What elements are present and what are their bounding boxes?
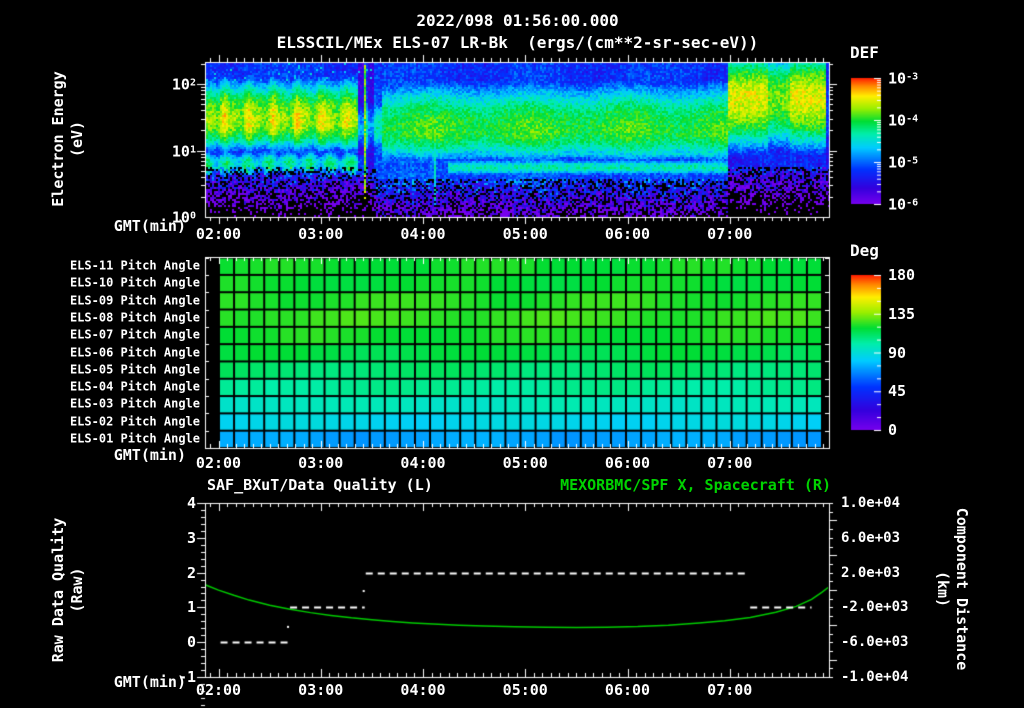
distance-tick-label: -1.0e+04 [841,669,909,685]
distance-tick-label: -6.0e+03 [841,634,909,651]
distance-tick-label: 2.0e+03 [841,564,901,581]
panel3-left-series-title: SAF_BXuT/Data Quality (L) [207,476,433,494]
time-tick-label: 06:00 [604,454,651,472]
els-row-label: ELS-08 Pitch Angle [69,310,200,325]
panel1-y-axis-title-line1: Electron Energy [49,71,67,207]
colorbar2-title: Deg [850,241,879,260]
panel2-gmt-label: GMT(min) [113,446,186,464]
time-tick-label: 04:00 [400,224,446,243]
energy-tick-label: 100 [171,208,196,227]
els-row-label: ELS-01 Pitch Angle [69,431,200,446]
time-tick-label: 05:00 [502,454,548,472]
quality-tick-label: 1 [186,598,196,617]
def-colorbar-tick-label: 10-3 [888,69,919,88]
panel3-right-series-title: MEXORBMC/SPF X, Spacecraft (R) [560,476,831,494]
panel3-left-axis-title: Raw Data Quality (Raw) [49,518,87,663]
panel3-right-axis-title: Component Distance (km) [933,508,971,671]
time-tick-label: 05:00 [502,681,548,699]
panel1-y-axis-title: Electron Energy (eV) [49,71,87,206]
plot-date-title: 2022/098 01:56:00.000 [416,11,619,30]
time-tick-label: 07:00 [707,454,753,472]
els-row-label: ELS-02 Pitch Angle [69,414,200,429]
time-tick-label: 02:00 [195,454,242,472]
def-colorbar-tick-label: 10-4 [888,111,919,130]
panel1-y-axis-title-line2: (eV) [68,120,86,158]
plot-subtitle: ELSSCIL/MEx ELS-07 LR-Bk (ergs/(cm**2-sr… [276,33,759,52]
time-tick-label: 07:00 [707,681,753,699]
energy-tick-label: 101 [171,142,196,160]
time-tick-label: 06:00 [604,681,651,699]
quality-tick-label: 3 [186,528,196,547]
els-row-label: ELS-03 Pitch Angle [69,396,200,411]
distance-tick-label: -2.0e+03 [841,599,909,616]
panel3-gmt-label: GMT(min) [113,673,186,691]
quality-tick-label: 0 [186,633,196,652]
panel3-right-axis-title-line1: Component Distance [953,507,971,671]
quality-tick-label: -1 [177,668,196,686]
quality-tick-label: 4 [186,494,196,512]
time-tick-label: 03:00 [298,224,344,243]
els-row-label: ELS-06 Pitch Angle [69,345,200,359]
els-row-label: ELS-11 Pitch Angle [69,258,200,273]
time-tick-label: 04:00 [400,454,446,472]
deg-colorbar-tick-label: 90 [888,343,907,362]
quality-tick-label: 2 [186,563,196,582]
panel3-left-axis-title-line2: (Raw) [68,567,86,613]
def-colorbar-tick-label: 10-6 [888,195,919,214]
colorbar1-title: DEF [850,43,879,62]
time-tick-label: 02:00 [195,224,242,243]
deg-colorbar-tick-label: 135 [888,304,916,323]
els-row-label: ELS-04 Pitch Angle [69,379,200,394]
els-row-label: ELS-07 Pitch Angle [69,327,200,342]
panel3-right-axis-title-line2: (km) [934,570,952,608]
energy-tick-label: 102 [171,75,196,94]
deg-colorbar-tick-label: 180 [888,266,916,284]
time-tick-label: 03:00 [298,454,344,472]
deg-colorbar-tick-label: 0 [888,421,898,439]
els-row-label: ELS-05 Pitch Angle [69,362,200,377]
time-tick-label: 03:00 [298,681,344,699]
panel3-left-axis-title-line1: Raw Data Quality [49,517,67,663]
deg-colorbar-tick-label: 45 [888,382,907,401]
distance-tick-label: 6.0e+03 [841,529,901,546]
els-row-label: ELS-10 Pitch Angle [69,275,200,290]
els-row-label: ELS-09 Pitch Angle [69,293,200,308]
def-colorbar-tick-label: 10-5 [888,153,919,172]
time-tick-label: 04:00 [400,681,446,699]
time-tick-label: 06:00 [604,224,651,243]
time-tick-label: 07:00 [707,224,753,243]
time-tick-label: 02:00 [195,681,242,699]
distance-tick-label: 1.0e+04 [841,495,901,511]
time-tick-label: 05:00 [502,224,548,243]
panel1-gmt-label: GMT(min) [113,217,186,235]
